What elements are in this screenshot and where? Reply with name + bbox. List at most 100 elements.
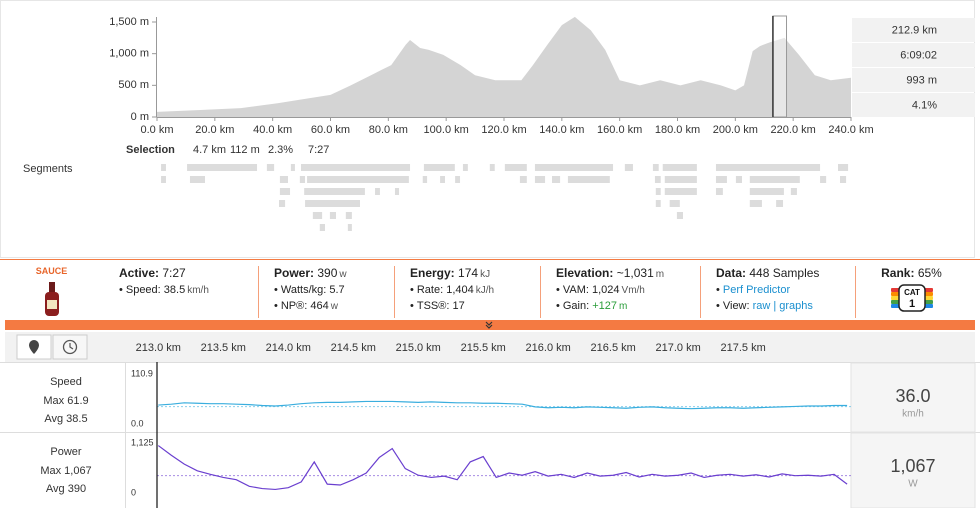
- segment: [307, 176, 409, 183]
- stat-column: Data: 448 Samples Perf Predictor View: raw…: [716, 266, 851, 312]
- readout-unit: W: [908, 479, 918, 490]
- segment: [299, 176, 306, 183]
- stream-max: Max 1,067: [40, 465, 91, 477]
- stat-title: Elevation: ~1,031 m: [556, 266, 696, 280]
- x-tick-label: 20.0 km: [195, 124, 234, 136]
- segment: [161, 176, 166, 183]
- x-tick-label: 214.5 km: [331, 342, 376, 354]
- item-value: 1,404: [446, 284, 474, 296]
- item-unit: km/h: [187, 285, 209, 296]
- link[interactable]: raw: [752, 300, 771, 312]
- stat-item: Perf Predictor: [716, 284, 851, 296]
- segment: [161, 164, 166, 171]
- segment: [347, 224, 352, 231]
- stat-value: 448 Samples: [749, 266, 820, 280]
- logo-icon: [45, 282, 59, 316]
- link-separator: |: [773, 300, 777, 312]
- stream-name: Speed: [50, 376, 82, 388]
- stat-unit: m: [655, 269, 665, 280]
- y-tick-label: 110.9: [131, 368, 153, 378]
- stat-value: ~1,031: [616, 266, 654, 280]
- segment: [776, 200, 784, 207]
- readout-value: 212.9 km: [892, 24, 937, 36]
- segment: [654, 176, 661, 183]
- segment: [715, 164, 821, 171]
- readout-cell: [852, 43, 975, 67]
- stat-title: Data: 448 Samples: [716, 266, 851, 280]
- stream-max: Max 61.9: [43, 395, 88, 407]
- column-divider: [855, 266, 856, 318]
- segment: [189, 176, 206, 183]
- item-label: View:: [722, 300, 750, 312]
- item-unit: Vm/h: [621, 285, 645, 296]
- bottle-neck: [49, 282, 55, 292]
- x-tick-label: 120.0 km: [481, 124, 526, 136]
- item-value: 5.7: [329, 284, 345, 296]
- segment: [305, 200, 360, 207]
- stat-label: Energy:: [410, 266, 455, 280]
- stat-label: Power:: [274, 266, 315, 280]
- segment: [715, 188, 723, 195]
- segment: [329, 212, 336, 219]
- stat-column: Active: 7:27Speed: 38.5km/h: [119, 266, 254, 296]
- segment: [749, 176, 800, 183]
- x-tick-label: 240.0 km: [828, 124, 873, 136]
- item-label: NP®:: [280, 300, 308, 312]
- readout-cell: [852, 93, 975, 117]
- x-tick-label: 215.0 km: [396, 342, 441, 354]
- x-tick-label: 220.0 km: [771, 124, 816, 136]
- segment: [455, 176, 461, 183]
- column-divider: [540, 266, 541, 318]
- badge-number: 1: [908, 298, 914, 310]
- item-value: 464: [310, 300, 329, 312]
- item-label: Gain:: [562, 300, 590, 312]
- clock-hands: [69, 343, 74, 350]
- item-unit: kJ/h: [475, 285, 495, 296]
- segment: [534, 176, 546, 183]
- logo: SAUCE: [35, 266, 68, 276]
- item-value: +127: [592, 300, 617, 312]
- y-tick-label: 1,500 m: [109, 16, 149, 28]
- segment: [652, 164, 659, 171]
- item-unit: w: [330, 301, 338, 312]
- x-tick-label: 214.0 km: [266, 342, 311, 354]
- stat-unit: kJ: [480, 269, 491, 280]
- readout-value: 1,067: [890, 456, 935, 476]
- x-tick-label: 180.0 km: [655, 124, 700, 136]
- item-label: TSS®:: [416, 300, 450, 312]
- segment: [662, 164, 697, 171]
- stat-item: TSS®: 17: [410, 300, 536, 312]
- stat-label: Active:: [119, 266, 160, 280]
- collapse-bar[interactable]: [5, 320, 975, 330]
- x-tick-label: 216.0 km: [526, 342, 571, 354]
- readout-value: 4.1%: [912, 99, 937, 111]
- item-label: Watts/kg:: [280, 284, 327, 296]
- segment: [266, 164, 275, 171]
- segment: [519, 176, 527, 183]
- segment: [504, 164, 527, 171]
- segment: [664, 176, 697, 183]
- link[interactable]: Perf Predictor: [722, 284, 791, 296]
- x-tick-label: 216.5 km: [591, 342, 636, 354]
- stat-value: 390: [317, 266, 338, 280]
- readout-value: 6:09:02: [900, 49, 937, 61]
- segment: [552, 176, 561, 183]
- clock-icon: [62, 339, 78, 355]
- stream-avg: Avg 38.5: [44, 413, 87, 425]
- segment: [279, 176, 288, 183]
- segment: [840, 176, 847, 183]
- y-tick-label: 0.0: [131, 418, 144, 428]
- selection-value: 7:27: [308, 144, 329, 156]
- segment: [567, 176, 610, 183]
- column-divider: [394, 266, 395, 318]
- segments-label: Segments: [23, 163, 73, 175]
- segment: [534, 164, 614, 171]
- y-tick-label: 1,000 m: [109, 48, 149, 60]
- segment: [423, 164, 455, 171]
- stat-title: Active: 7:27: [119, 266, 254, 280]
- item-label: Speed:: [125, 284, 161, 296]
- link[interactable]: graphs: [779, 300, 813, 312]
